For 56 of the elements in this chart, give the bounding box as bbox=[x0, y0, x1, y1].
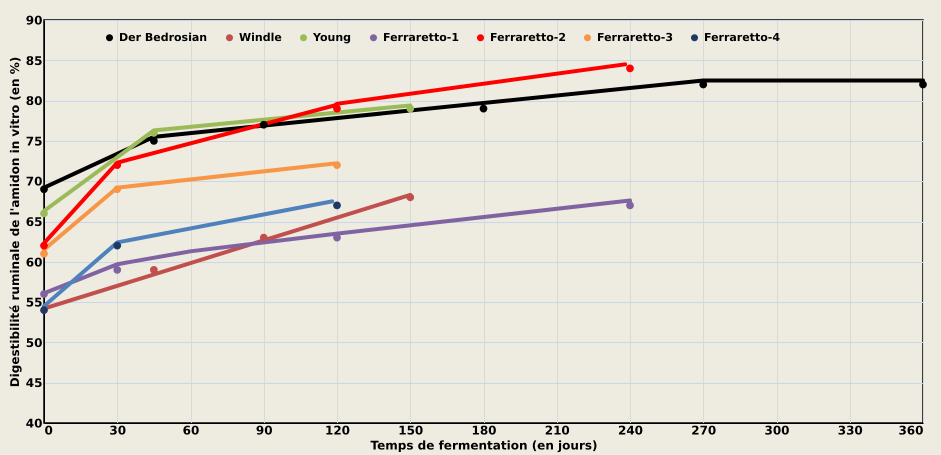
legend-label: Ferraretto-2 bbox=[490, 30, 566, 44]
x-tick-label: 330 bbox=[838, 424, 863, 438]
point bbox=[260, 120, 268, 129]
point bbox=[113, 266, 122, 274]
point bbox=[40, 185, 48, 194]
point bbox=[150, 266, 158, 274]
x-tick-label: 60 bbox=[182, 424, 200, 438]
y-tick-label: 45 bbox=[26, 376, 42, 390]
legend-label: Ferraretto-4 bbox=[704, 30, 780, 44]
point bbox=[113, 161, 122, 169]
point bbox=[480, 104, 488, 113]
y-tick-label: 85 bbox=[26, 54, 42, 68]
y-tick-label: 65 bbox=[26, 215, 42, 229]
point bbox=[626, 202, 634, 210]
x-tick-label: 210 bbox=[544, 424, 570, 438]
point bbox=[333, 202, 341, 210]
point bbox=[406, 104, 414, 113]
point bbox=[626, 64, 634, 72]
y-tick-label: 55 bbox=[26, 296, 42, 310]
point bbox=[40, 242, 48, 250]
x-tick-label: 180 bbox=[471, 424, 497, 438]
point bbox=[40, 290, 48, 298]
y-tick-label: 90 bbox=[26, 14, 42, 28]
point bbox=[333, 104, 341, 113]
x-tick-label: 300 bbox=[764, 424, 790, 438]
point bbox=[260, 234, 268, 242]
x-tick-label: 0 bbox=[44, 424, 53, 438]
point bbox=[40, 210, 48, 218]
legend-label: Windle bbox=[239, 30, 282, 44]
y-tick-label: 80 bbox=[26, 94, 42, 108]
x-axis-title: Temps de fermentation (en jours) bbox=[370, 438, 598, 452]
legend-label: Ferraretto-1 bbox=[383, 30, 459, 44]
point bbox=[406, 193, 414, 202]
y-tick-label: 40 bbox=[26, 416, 42, 430]
x-tick-label: 240 bbox=[618, 424, 644, 438]
y-axis-title: Digestibilité ruminale de l'amidon in vitro (en %) bbox=[8, 56, 22, 388]
x-tick-label: 120 bbox=[324, 424, 350, 438]
legend-label: Der Bedrosian bbox=[119, 30, 208, 44]
x-tick-label: 90 bbox=[256, 424, 273, 438]
point bbox=[919, 80, 927, 88]
point bbox=[150, 128, 158, 137]
x-tick-label: 150 bbox=[398, 424, 424, 438]
y-tick-label: 60 bbox=[26, 255, 42, 270]
point bbox=[40, 250, 48, 258]
legend-label: Ferraretto-3 bbox=[597, 30, 673, 44]
x-tick-label: 360 bbox=[898, 424, 924, 438]
point bbox=[40, 306, 48, 314]
point bbox=[113, 185, 122, 194]
y-tick-label: 50 bbox=[26, 336, 42, 350]
point bbox=[333, 161, 341, 169]
y-tick-label: 70 bbox=[26, 174, 42, 189]
x-tick-label: 30 bbox=[109, 424, 126, 438]
legend-label: Young bbox=[312, 30, 352, 44]
y-tick-label: 75 bbox=[26, 134, 42, 148]
x-tick-label: 270 bbox=[691, 424, 716, 438]
point bbox=[113, 242, 122, 250]
